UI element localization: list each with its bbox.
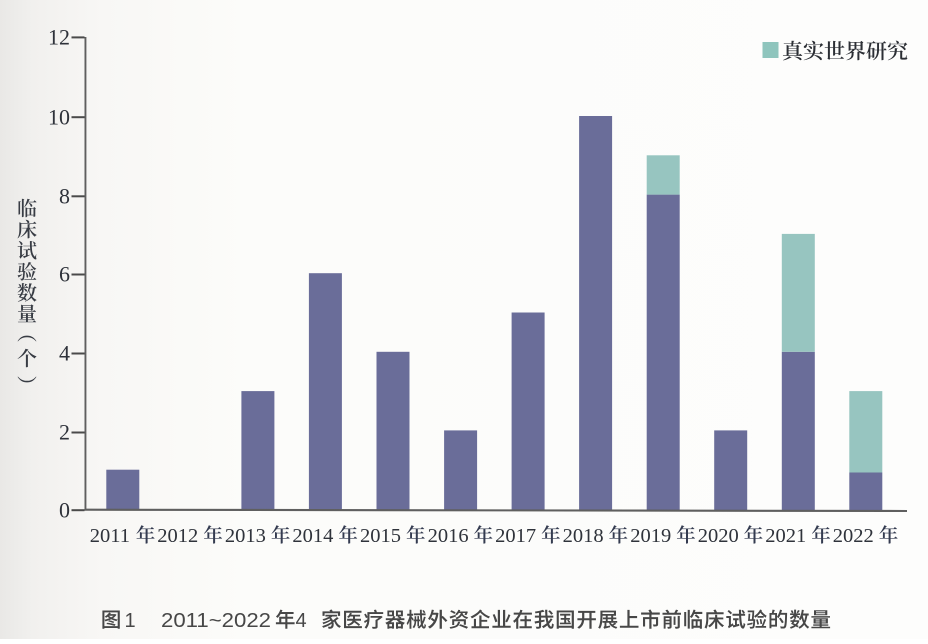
svg-text:2021: 2021 (765, 525, 806, 547)
svg-text:2011: 2011 (90, 525, 130, 547)
svg-text:2017: 2017 (495, 525, 536, 547)
svg-text:2020: 2020 (698, 525, 739, 547)
svg-text:8: 8 (59, 184, 70, 209)
svg-text:4: 4 (59, 341, 70, 366)
svg-text:2012: 2012 (157, 525, 198, 547)
svg-text:2: 2 (59, 420, 70, 445)
svg-text:4: 4 (295, 610, 306, 632)
svg-text:10: 10 (48, 104, 70, 129)
svg-text:6: 6 (59, 262, 70, 287)
svg-text:0: 0 (59, 497, 70, 522)
svg-text:2013: 2013 (225, 525, 266, 547)
svg-text:2018: 2018 (563, 525, 604, 547)
svg-text:2015: 2015 (360, 525, 401, 547)
svg-text:2022: 2022 (833, 525, 874, 547)
svg-text:2014: 2014 (292, 525, 333, 547)
svg-text:2011~2022: 2011~2022 (161, 610, 271, 632)
svg-text:2019: 2019 (630, 525, 671, 547)
svg-text:2016: 2016 (428, 525, 469, 547)
svg-text:1: 1 (124, 610, 135, 632)
svg-text:12: 12 (48, 25, 70, 50)
